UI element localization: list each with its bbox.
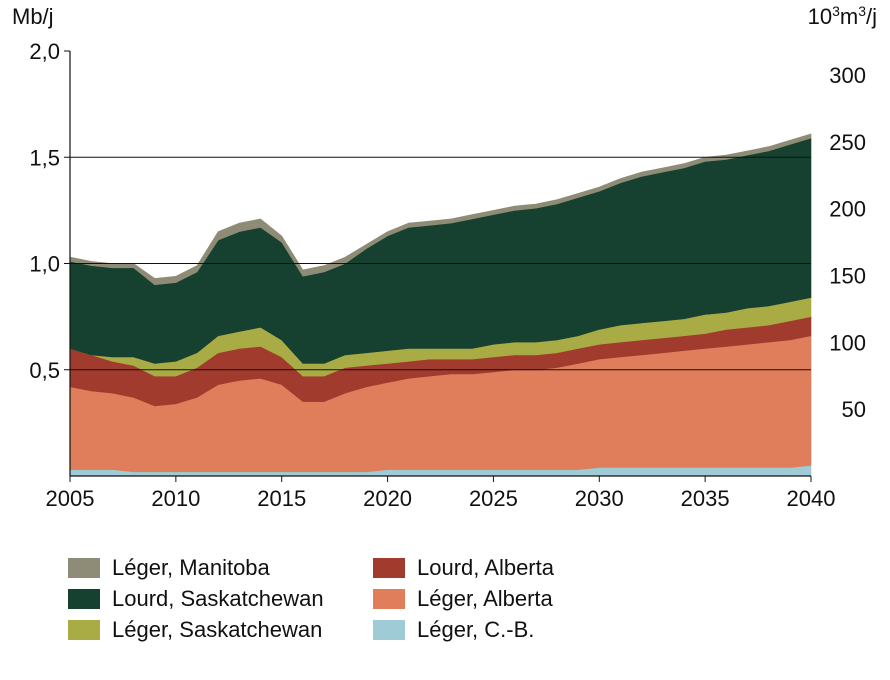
legend-label-3: Lourd, Alberta bbox=[417, 554, 554, 580]
legend-swatch-1 bbox=[68, 588, 100, 609]
right-y-tick-label-5: 300 bbox=[829, 63, 866, 88]
legend-item-4: Léger, Alberta bbox=[373, 583, 623, 614]
right-y-tick-label-1: 100 bbox=[829, 330, 866, 355]
x-tick-label-4: 2025 bbox=[469, 486, 518, 511]
legend-item-3: Lourd, Alberta bbox=[373, 552, 623, 583]
legend-label-2: Léger, Saskatchewan bbox=[112, 616, 323, 642]
x-tick-label-1: 2010 bbox=[151, 486, 200, 511]
legend-swatch-0 bbox=[68, 557, 100, 578]
area-layers bbox=[69, 133, 812, 477]
legend-label-4: Léger, Alberta bbox=[417, 585, 553, 611]
right-y-tick-label-4: 250 bbox=[829, 130, 866, 155]
legend-item-1: Lourd, Saskatchewan bbox=[68, 583, 373, 614]
legend-label-5: Léger, C.-B. bbox=[417, 616, 535, 642]
right-y-axis-label: 103m3/j bbox=[808, 3, 877, 29]
gridlines bbox=[70, 156, 811, 371]
right-y-tick-label-2: 150 bbox=[829, 264, 866, 289]
x-tick-label-6: 2035 bbox=[681, 486, 730, 511]
legend-swatch-2 bbox=[68, 619, 100, 640]
x-tick-label-0: 2005 bbox=[46, 486, 95, 511]
legend: Léger, Manitoba Lourd, Saskatchewan Léger,… bbox=[68, 552, 628, 645]
x-tick-label-7: 2040 bbox=[787, 486, 836, 511]
legend-item-5: Léger, C.-B. bbox=[373, 614, 623, 645]
stacked-area-chart: 2005 2010 2015 2020 2025 2030 2035 2040 0,5 1,0 1… bbox=[12, 3, 877, 511]
x-axis-ticks: 2005 2010 2015 2020 2025 2030 2035 2040 bbox=[46, 476, 836, 511]
legend-swatch-4 bbox=[373, 588, 405, 609]
x-tick-label-2: 2015 bbox=[257, 486, 306, 511]
x-tick-label-3: 2020 bbox=[363, 486, 412, 511]
left-y-axis-label: Mb/j bbox=[12, 4, 54, 29]
left-y-tick-label-3: 2,0 bbox=[29, 39, 60, 64]
legend-swatch-3 bbox=[373, 557, 405, 578]
legend-label-1: Lourd, Saskatchewan bbox=[112, 585, 324, 611]
left-y-axis-ticks: 0,5 1,0 1,5 2,0 bbox=[29, 39, 70, 383]
legend-item-0: Léger, Manitoba bbox=[68, 552, 373, 583]
left-y-tick-label-2: 1,5 bbox=[29, 145, 60, 170]
legend-item-2: Léger, Saskatchewan bbox=[68, 614, 373, 645]
left-y-tick-label-1: 1,0 bbox=[29, 252, 60, 277]
right-y-axis-ticks: 50 100 150 200 250 300 bbox=[829, 63, 866, 422]
legend-label-0: Léger, Manitoba bbox=[112, 554, 270, 580]
legend-swatch-5 bbox=[373, 619, 405, 640]
area-series-5 bbox=[69, 133, 812, 286]
left-y-tick-label-0: 0,5 bbox=[29, 358, 60, 383]
right-y-tick-label-0: 50 bbox=[842, 397, 866, 422]
x-tick-label-5: 2030 bbox=[575, 486, 624, 511]
right-y-tick-label-3: 200 bbox=[829, 197, 866, 222]
